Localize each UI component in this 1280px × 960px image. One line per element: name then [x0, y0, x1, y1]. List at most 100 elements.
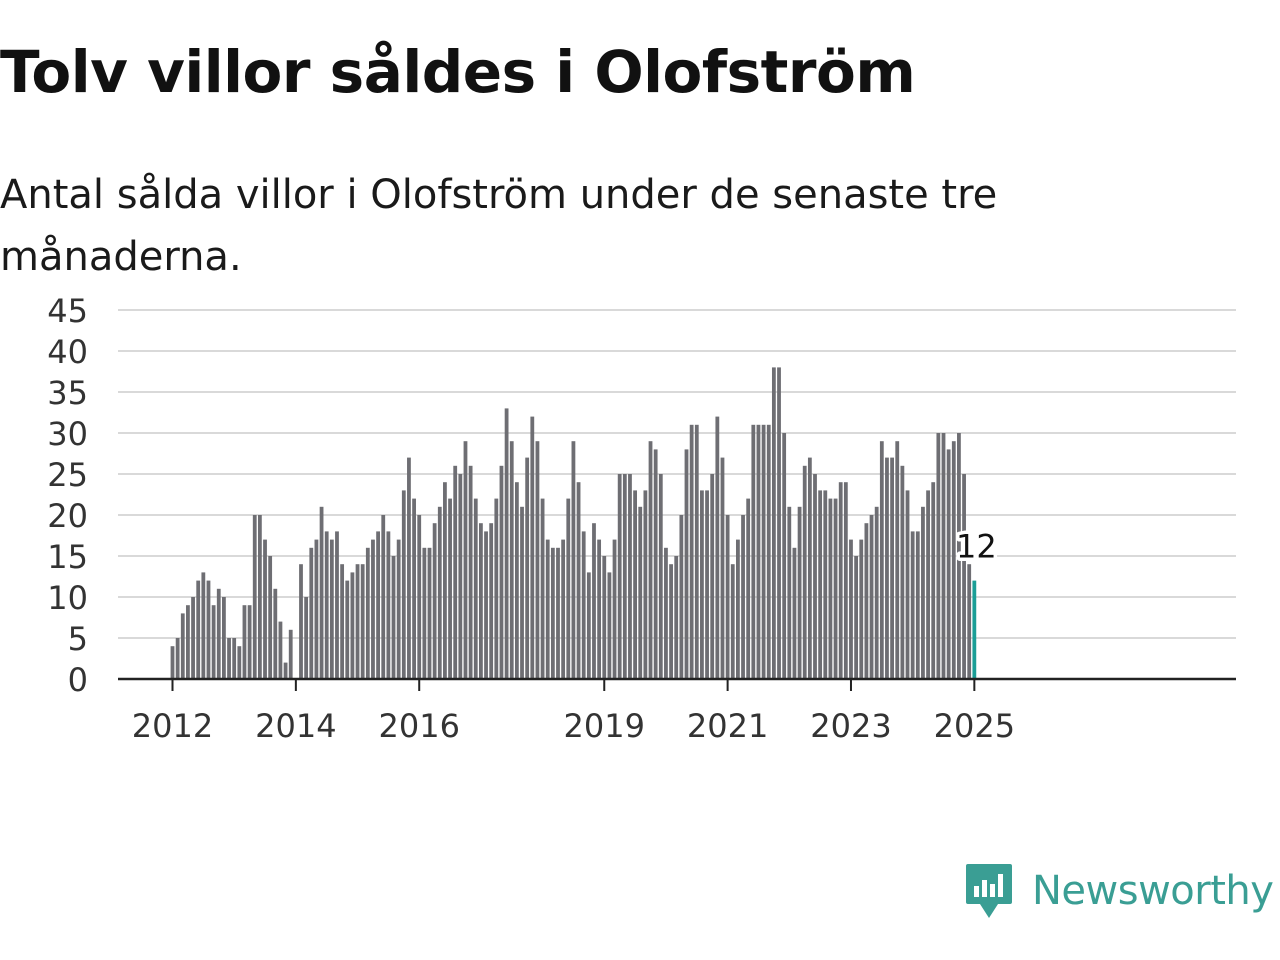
y-tick-label: 25: [47, 456, 88, 494]
bar: [556, 547, 560, 679]
bar: [273, 588, 278, 679]
bar: [196, 580, 201, 679]
bar: [453, 465, 458, 679]
bar: [622, 474, 627, 679]
y-tick-label: 40: [47, 333, 88, 371]
bar: [828, 498, 833, 679]
bar: [669, 564, 673, 679]
bar: [602, 556, 607, 679]
bar: [345, 580, 350, 679]
bar: [504, 408, 509, 679]
y-tick-label: 20: [47, 497, 88, 535]
x-tick-label: 2016: [379, 707, 460, 745]
bar: [288, 629, 293, 679]
bar: [849, 539, 853, 679]
bar: [818, 490, 823, 679]
bar: [211, 605, 216, 679]
bar: [838, 482, 843, 679]
bar: [520, 506, 524, 679]
bar: [679, 515, 684, 679]
bar: [910, 531, 915, 679]
bar: [874, 506, 879, 679]
bar: [638, 506, 643, 679]
bar: [381, 515, 386, 679]
chart-speech-bubble-icon: [966, 864, 1012, 918]
bar: [443, 482, 447, 679]
brand-name: Newsworthy: [1032, 868, 1274, 914]
newsworthy-logo: Newsworthy: [964, 862, 1274, 920]
y-tick-label: 5: [68, 620, 88, 658]
bar: [715, 416, 720, 679]
chart-title: Tolv villor såldes i Olofström: [0, 38, 916, 106]
bar: [823, 490, 828, 679]
bar: [741, 515, 745, 679]
bar: [859, 539, 864, 679]
x-tick-label: 2023: [810, 707, 891, 745]
bar: [257, 515, 262, 679]
bar: [890, 457, 894, 679]
bar: [658, 474, 663, 679]
bar: [694, 424, 699, 679]
bar: [314, 539, 319, 679]
bar: [216, 588, 221, 679]
bar: [730, 564, 735, 679]
bar: [771, 367, 776, 679]
bar: [756, 424, 761, 679]
bar: [843, 482, 848, 679]
y-tick-label: 0: [68, 661, 88, 699]
bar: [566, 498, 571, 679]
bar: [237, 646, 242, 679]
bar: [484, 531, 488, 679]
bar: [617, 474, 622, 679]
bar: [376, 531, 380, 679]
bar: [664, 547, 668, 679]
bar: [787, 506, 792, 679]
bar: [540, 498, 545, 679]
bar: [869, 515, 874, 679]
bar: [833, 498, 838, 679]
bar: [576, 482, 581, 679]
bar: [494, 498, 499, 679]
bar: [391, 556, 396, 679]
bar: [545, 539, 550, 679]
bar: [792, 547, 797, 679]
bar: [879, 441, 884, 679]
bar: [458, 474, 463, 679]
bar: [175, 638, 180, 679]
bar: [710, 474, 715, 679]
chart-subtitle: Antal sålda villor i Olofström under de …: [0, 172, 998, 280]
bar: [797, 506, 802, 679]
y-tick-label: 35: [47, 374, 88, 412]
bar: [350, 572, 355, 679]
bar: [612, 539, 617, 679]
bar: [777, 367, 781, 679]
bar: [206, 580, 211, 679]
bar: [802, 465, 807, 679]
bar: [371, 539, 375, 679]
bar: [340, 564, 345, 679]
bar: [550, 547, 555, 679]
x-tick-label: 2014: [255, 707, 336, 745]
bar: [473, 498, 478, 679]
bar: [468, 465, 473, 679]
bar: [448, 498, 452, 679]
bar: [355, 564, 360, 679]
bar: [227, 638, 231, 679]
bar: [957, 433, 961, 679]
bar: [463, 441, 468, 679]
bar: [191, 597, 195, 679]
x-tick-label: 2021: [687, 707, 768, 745]
bar: [736, 539, 740, 679]
bar: [807, 457, 812, 679]
bar: [766, 424, 771, 679]
bar: [417, 515, 422, 679]
bar: [499, 465, 504, 679]
bar: [921, 506, 925, 679]
bar: [684, 449, 689, 679]
bar: [936, 433, 941, 679]
bar: [514, 482, 519, 679]
bar: [926, 490, 930, 679]
bar: [951, 441, 956, 679]
last-value-annotation: 12: [952, 524, 1000, 569]
